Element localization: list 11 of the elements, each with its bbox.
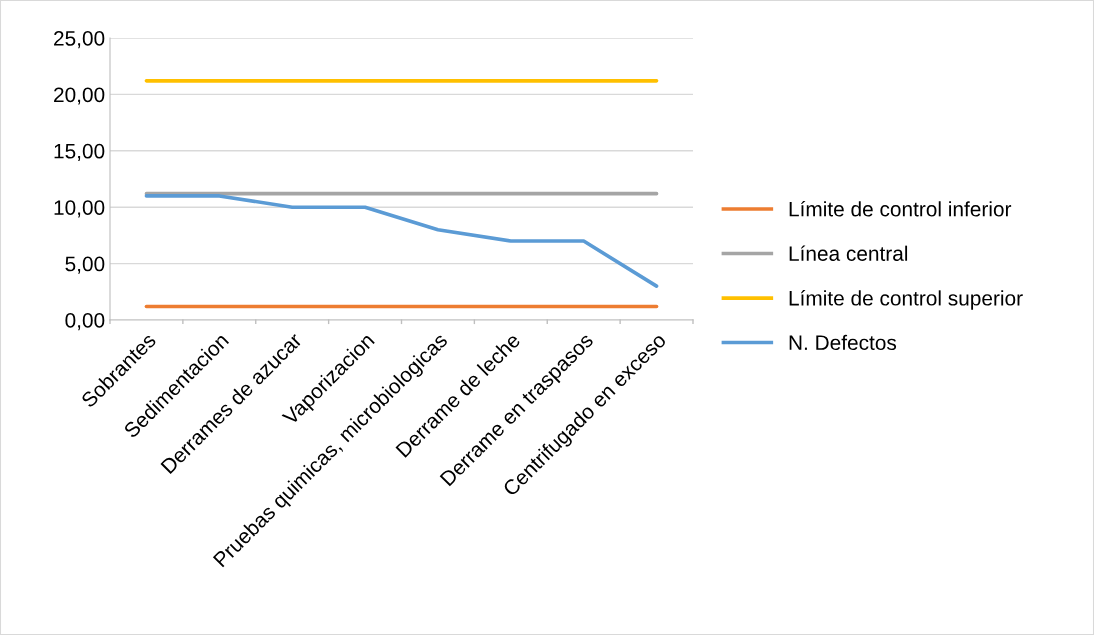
y-tick-label: 25,00 — [54, 31, 105, 49]
legend-label: Línea central — [789, 245, 908, 261]
legend-label: Límite de control superior — [789, 290, 1023, 310]
y-tick-label: 10,00 — [54, 200, 105, 218]
y-tick-label: 5,00 — [65, 256, 105, 274]
legend-label: N. Defectos — [789, 334, 897, 351]
y-tick-label: 20,00 — [54, 87, 105, 105]
y-tick-label: 0,00 — [65, 313, 105, 331]
legend-label: Límite de control inferior — [789, 200, 1012, 217]
line-series — [144, 194, 659, 288]
y-tick-label: 15,00 — [54, 143, 105, 162]
